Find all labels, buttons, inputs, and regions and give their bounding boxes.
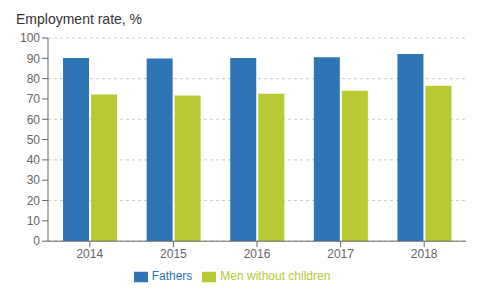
svg-text:0: 0 bbox=[33, 234, 40, 248]
svg-text:90: 90 bbox=[27, 52, 41, 66]
svg-text:100: 100 bbox=[20, 31, 40, 45]
svg-text:80: 80 bbox=[27, 72, 41, 86]
html-text:Employment rate, %: Employment rate, % bbox=[16, 11, 143, 27]
svg-text:2015: 2015 bbox=[160, 247, 187, 261]
svg-text:30: 30 bbox=[27, 173, 41, 187]
html-text:Men without children: Men without children bbox=[220, 269, 331, 284]
html-text:Fathers: Fathers bbox=[151, 269, 193, 284]
svg-text:2016: 2016 bbox=[244, 247, 271, 261]
svg-text:10: 10 bbox=[27, 214, 41, 228]
svg-text:20: 20 bbox=[27, 194, 41, 208]
svg-text:50: 50 bbox=[27, 133, 41, 147]
svg-text:2017: 2017 bbox=[327, 247, 354, 261]
svg-text:2018: 2018 bbox=[411, 247, 438, 261]
svg-text:60: 60 bbox=[27, 113, 41, 127]
svg-text:70: 70 bbox=[27, 92, 41, 106]
svg-text:2014: 2014 bbox=[76, 247, 103, 261]
svg-text:40: 40 bbox=[27, 153, 41, 167]
